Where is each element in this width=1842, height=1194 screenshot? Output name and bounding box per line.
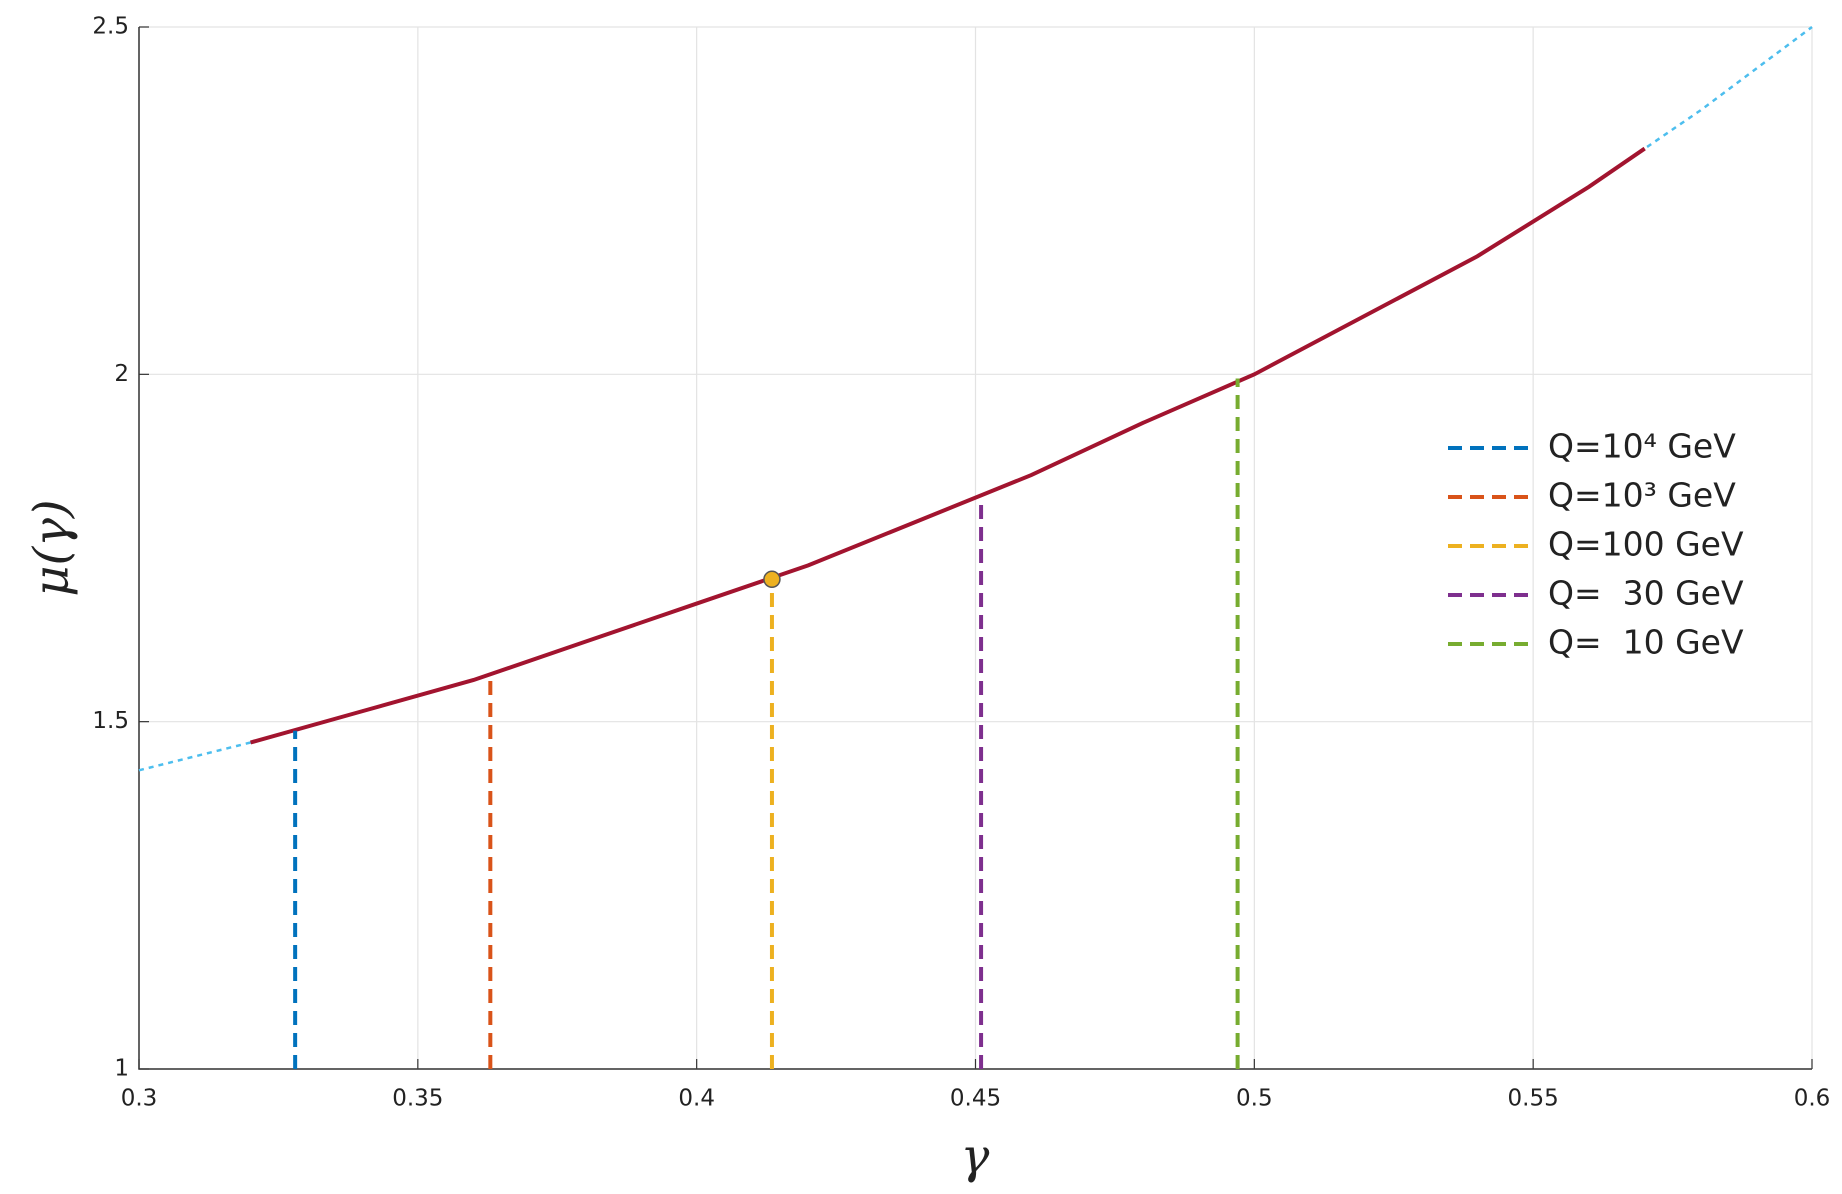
y-tick-label: 2.5	[92, 14, 129, 40]
legend-label: Q=10⁴ GeV	[1548, 427, 1736, 466]
x-axis-label: γ	[961, 1129, 990, 1185]
y-tick-label: 2	[114, 361, 129, 387]
x-tick-label: 0.6	[1794, 1086, 1831, 1112]
point-marker	[763, 570, 781, 589]
x-tick-label: 0.45	[950, 1086, 1001, 1112]
y-tick-label: 1.5	[92, 708, 129, 734]
legend-label: Q= 10 GeV	[1548, 623, 1744, 662]
y-axis-label: μ(γ)	[24, 499, 80, 596]
x-tick-label: 0.55	[1508, 1086, 1559, 1112]
x-tick-label: 0.35	[392, 1086, 443, 1112]
curve	[249, 146, 1646, 745]
x-tick-label: 0.4	[678, 1086, 715, 1112]
legend-label: Q=10³ GeV	[1548, 476, 1736, 515]
legend-label: Q= 30 GeV	[1548, 574, 1744, 613]
y-tick-label: 1	[114, 1056, 129, 1082]
x-tick-label: 0.3	[121, 1086, 158, 1112]
legend-label: Q=100 GeV	[1548, 525, 1744, 564]
axes-box	[138, 27, 1812, 1070]
x-tick-label: 0.5	[1236, 1086, 1273, 1112]
